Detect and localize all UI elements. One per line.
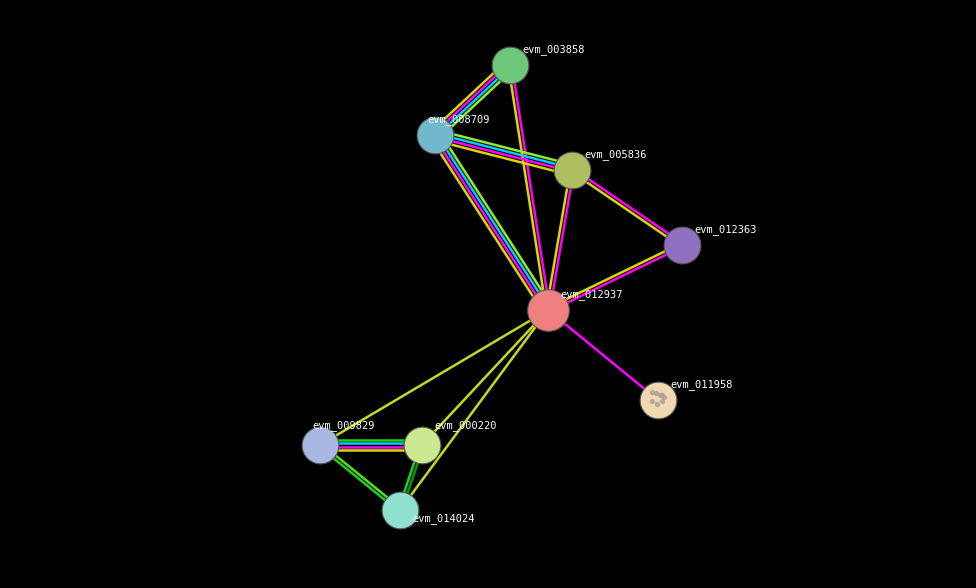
Point	[674, 240, 690, 250]
Point	[655, 396, 671, 406]
Point	[649, 400, 665, 409]
Point	[503, 61, 518, 70]
Text: evm_009829: evm_009829	[312, 420, 375, 431]
Point	[312, 440, 328, 450]
Text: evm_008709: evm_008709	[427, 114, 490, 125]
Point	[564, 165, 580, 175]
Point	[427, 131, 443, 140]
Text: evm_005836: evm_005836	[584, 149, 646, 160]
Point	[644, 396, 660, 406]
Point	[414, 440, 429, 450]
Text: evm_012937: evm_012937	[560, 289, 623, 300]
Point	[644, 387, 660, 397]
Text: evm_014024: evm_014024	[412, 513, 474, 524]
Text: evm_011958: evm_011958	[670, 379, 733, 390]
Point	[656, 392, 671, 402]
Text: evm_000220: evm_000220	[434, 420, 497, 431]
Point	[653, 390, 669, 399]
Text: evm_003858: evm_003858	[522, 44, 585, 55]
Point	[654, 390, 670, 400]
Point	[650, 395, 666, 405]
Text: evm_012363: evm_012363	[694, 224, 756, 235]
Point	[392, 505, 408, 514]
Point	[648, 389, 664, 398]
Point	[540, 305, 555, 315]
